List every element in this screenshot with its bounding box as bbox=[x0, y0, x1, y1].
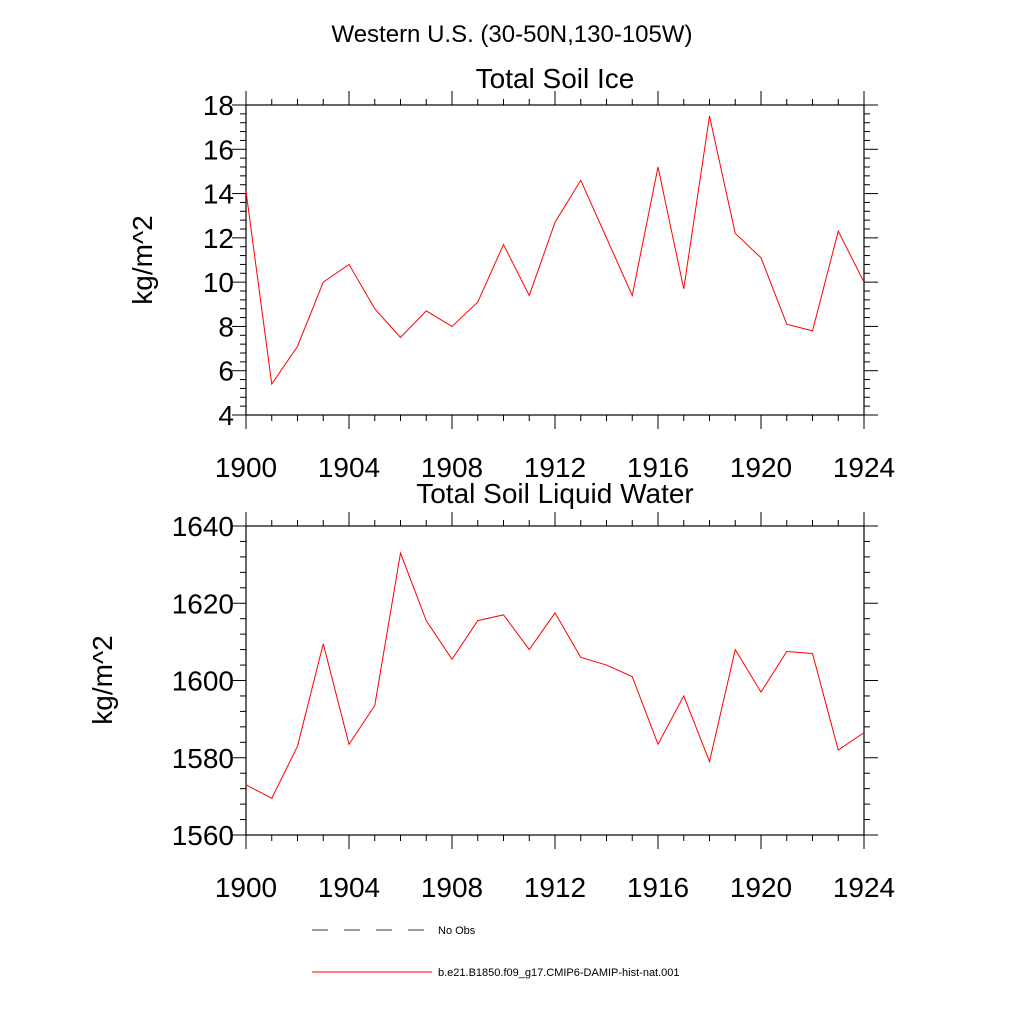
x-tick-label: 1900 bbox=[215, 872, 277, 903]
x-tick-label: 1908 bbox=[421, 872, 483, 903]
x-tick-label: 1924 bbox=[833, 452, 895, 483]
plot-frame bbox=[245, 104, 865, 416]
panel-title: Total Soil Liquid Water bbox=[416, 478, 694, 509]
plot-frame bbox=[245, 525, 865, 836]
y-tick-label: 4 bbox=[218, 400, 234, 431]
x-tick-label: 1904 bbox=[318, 872, 380, 903]
y-tick-label: 1640 bbox=[172, 511, 234, 542]
y-tick-label: 14 bbox=[203, 179, 234, 210]
x-tick-label: 1916 bbox=[627, 872, 689, 903]
y-tick-label: 6 bbox=[218, 356, 234, 387]
y-tick-label: 1600 bbox=[172, 666, 234, 697]
x-tick-label: 1924 bbox=[833, 872, 895, 903]
y-tick-label: 1580 bbox=[172, 743, 234, 774]
y-tick-label: 10 bbox=[203, 267, 234, 298]
soil-ice-panel: Total Soil Ice kg/m^2 1900 1904 1908 1912 19… bbox=[127, 63, 895, 483]
x-tick-label: 1920 bbox=[730, 452, 792, 483]
x-tick-label: 1920 bbox=[730, 872, 792, 903]
legend-label-model: b.e21.B1850.f09_g17.CMIP6-DAMIP-hist-nat… bbox=[438, 967, 680, 979]
series-line bbox=[245, 551, 865, 799]
x-tick-label: 1912 bbox=[524, 872, 586, 903]
y-tick-label: 1560 bbox=[172, 820, 234, 851]
y-tick-label: 18 bbox=[203, 90, 234, 121]
legend: No Obs b.e21.B1850.f09_g17.CMIP6-DAMIP-h… bbox=[312, 925, 680, 979]
y-axis-label: kg/m^2 bbox=[87, 635, 118, 724]
y-tick-label: 1620 bbox=[172, 588, 234, 619]
figure-title: Western U.S. (30-50N,130-105W) bbox=[331, 21, 692, 48]
legend-label-no-obs: No Obs bbox=[438, 925, 476, 937]
x-tick-label: 1916 bbox=[627, 452, 689, 483]
x-tick-label: 1912 bbox=[524, 452, 586, 483]
x-tick-label: 1904 bbox=[318, 452, 380, 483]
y-tick-label: 8 bbox=[218, 311, 234, 342]
series-line bbox=[245, 115, 865, 386]
x-tick-label: 1900 bbox=[215, 452, 277, 483]
panel-title: Total Soil Ice bbox=[476, 63, 635, 94]
soil-liquid-water-panel: Total Soil Liquid Water kg/m^2 1900 1904 1… bbox=[87, 478, 895, 903]
y-tick-label: 12 bbox=[203, 223, 234, 254]
y-axis-label: kg/m^2 bbox=[127, 215, 158, 304]
x-tick-label: 1908 bbox=[421, 452, 483, 483]
y-tick-label: 16 bbox=[203, 134, 234, 165]
